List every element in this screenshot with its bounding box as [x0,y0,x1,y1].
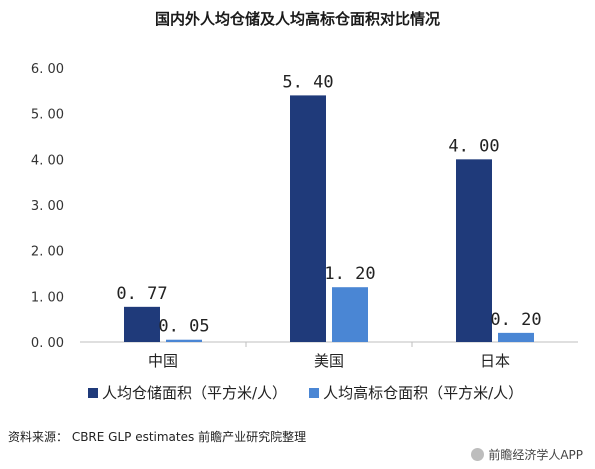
bar-series-2 [498,332,534,342]
x-tick-label: 中国 [148,352,178,370]
y-tick-label: 6. 00 [31,62,64,77]
bar-data-label: 5. 40 [282,72,333,92]
x-tick-label: 日本 [480,352,510,370]
y-tick-label: 1. 00 [31,290,64,305]
bar-data-label: 1. 20 [324,264,375,284]
legend-swatch-series-1 [88,387,98,398]
app-watermark-label: 前瞻经济学人APP [488,448,583,462]
y-tick-label: 3. 00 [31,199,64,214]
y-tick-label: 5. 00 [31,108,64,123]
y-tick-label: 4. 00 [31,153,64,168]
legend-item-series-2: 人均高标仓面积（平方米/人） [309,382,523,403]
legend-swatch-series-2 [309,387,320,398]
source-note: 资料来源： CBRE GLP estimates 前瞻产业研究院整理 [8,430,307,444]
bar-data-label: 0. 05 [158,317,209,337]
bar-series-1 [290,95,326,343]
legend-item-series-1: 人均仓储面积（平方米/人） [88,382,287,403]
chart-title: 国内外人均仓储及人均高标仓面积对比情况 [154,10,440,28]
bar-series-1 [124,306,160,342]
y-tick-label: 2. 00 [31,245,64,260]
bar-data-label: 0. 20 [490,310,541,330]
chart-legend: 人均仓储面积（平方米/人） 人均高标仓面积（平方米/人） [88,382,545,403]
legend-label-series-2: 人均高标仓面积（平方米/人） [323,384,524,402]
x-tick-label: 美国 [314,352,344,370]
legend-label-series-1: 人均仓储面积（平方米/人） [102,384,288,402]
bar-series-2 [166,339,202,342]
bar-series-2 [332,287,368,342]
bar-series-1 [456,159,492,342]
y-tick-label: 0. 00 [31,336,64,351]
app-logo-icon [471,448,485,461]
app-watermark: 前瞻经济学人APP [471,446,583,463]
bar-data-label: 0. 77 [116,284,167,304]
bar-data-label: 4. 00 [448,136,499,156]
